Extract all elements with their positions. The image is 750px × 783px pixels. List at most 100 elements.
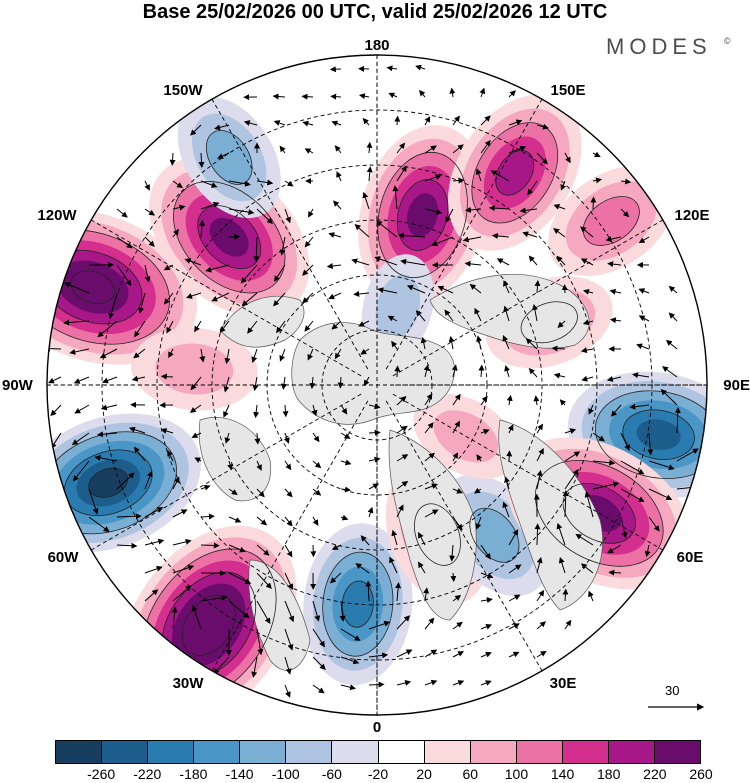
wind-vector: [583, 289, 594, 295]
wind-vectors: [47, 64, 699, 698]
wind-vector: [256, 460, 262, 471]
wind-vector: [138, 292, 146, 314]
wind-vector: [522, 231, 538, 238]
wind-vector: [606, 376, 622, 382]
wind-vector: [536, 423, 544, 434]
meridian-line: [211, 98, 369, 370]
wind-vector: [431, 236, 454, 247]
wind-vector: [94, 454, 118, 462]
wind-vector: [144, 208, 156, 216]
wind-vector: [279, 236, 286, 256]
wind-vector: [256, 488, 265, 498]
wind-vector: [396, 680, 412, 686]
wind-vector: [648, 488, 673, 501]
wind-vector: [307, 348, 314, 361]
wind-vector: [536, 650, 547, 658]
wind-vector: [368, 483, 380, 490]
map-boundary: [46, 54, 708, 716]
wind-vector: [396, 504, 404, 518]
wind-vector: [580, 258, 594, 266]
lon-label-60w: 60W: [47, 549, 79, 566]
wind-vector: [562, 588, 569, 602]
wind-vector: [334, 145, 342, 154]
wind-vector: [47, 345, 62, 352]
wind-vector: [506, 394, 513, 406]
wind-vector: [328, 232, 342, 238]
wind-vector: [480, 597, 493, 604]
wind-vector: [163, 292, 174, 305]
wind-vector: [100, 404, 118, 411]
wind-vector: [508, 119, 523, 126]
anomaly-contour-line: [47, 249, 143, 325]
wind-vector: [536, 469, 543, 490]
wind-vector: [557, 320, 566, 328]
wind-vector: [449, 87, 456, 98]
meridian-line: [392, 219, 664, 377]
wind-vector: [312, 460, 322, 469]
wind-vector: [480, 651, 492, 658]
wind-vector: [166, 320, 174, 334]
wind-vector: [478, 364, 485, 378]
wind-vector: [452, 516, 463, 531]
anomaly-contour-line: [469, 507, 520, 563]
wind-vector: [564, 428, 577, 434]
wind-vector: [368, 681, 385, 688]
wind-vector: [424, 208, 443, 215]
wind-vector: [531, 303, 538, 322]
wind-vector: [374, 256, 398, 266]
wind-vector: [424, 483, 438, 490]
colorbar-tick-label: 140: [550, 766, 575, 782]
wind-vector: [504, 365, 510, 378]
wind-vector: [592, 151, 601, 158]
wind-vector: [391, 529, 398, 546]
wind-vector: [340, 459, 352, 466]
wind-vector: [389, 556, 398, 574]
wind-vector: [228, 488, 238, 495]
wind-vector: [330, 93, 342, 100]
colorbar-tick-label: -220: [133, 766, 162, 782]
wind-vector: [194, 457, 202, 463]
wind-vector: [72, 460, 90, 482]
wind-vector: [129, 426, 146, 434]
wind-vector: [254, 432, 261, 445]
latitude-circle: [156, 164, 598, 606]
wind-vector: [355, 563, 370, 574]
reference-vector-label: 30: [665, 683, 680, 698]
wind-vector: [480, 680, 492, 686]
wind-vector: [508, 651, 520, 658]
colorbar-segment: [377, 741, 424, 763]
wind-vector: [479, 87, 486, 98]
wind-vector: [144, 264, 151, 283]
wind-vector: [415, 310, 426, 322]
wind-vector: [326, 263, 342, 270]
wind-vector: [469, 283, 482, 294]
wind-vector: [88, 516, 110, 533]
wind-vector: [74, 404, 90, 414]
wind-vector: [419, 89, 426, 98]
wind-vector: [171, 606, 178, 630]
wind-vector: [312, 600, 321, 622]
wind-vector: [102, 376, 118, 384]
wind-vector: [423, 364, 430, 378]
wind-vector: [476, 454, 483, 462]
anomaly-contour-line: [582, 196, 640, 246]
wind-vector: [362, 191, 370, 210]
wind-vector: [420, 336, 427, 350]
wind-vector: [415, 64, 426, 71]
wind-vector: [331, 544, 342, 550]
wind-vector: [284, 208, 291, 224]
wind-vector: [396, 425, 408, 434]
wind-vector: [247, 320, 258, 334]
wind-vector: [473, 487, 482, 494]
wind-vector: [279, 145, 286, 154]
wind-vector: [503, 280, 510, 294]
wind-vector: [474, 307, 482, 322]
wind-vector: [424, 649, 438, 658]
wind-vector: [508, 564, 522, 574]
wind-vector: [211, 292, 230, 302]
wind-vector: [191, 604, 202, 630]
wind-vector: [312, 628, 325, 648]
wind-vector: [144, 538, 165, 546]
wind-vector: [445, 208, 454, 223]
wind-vector: [224, 348, 231, 365]
